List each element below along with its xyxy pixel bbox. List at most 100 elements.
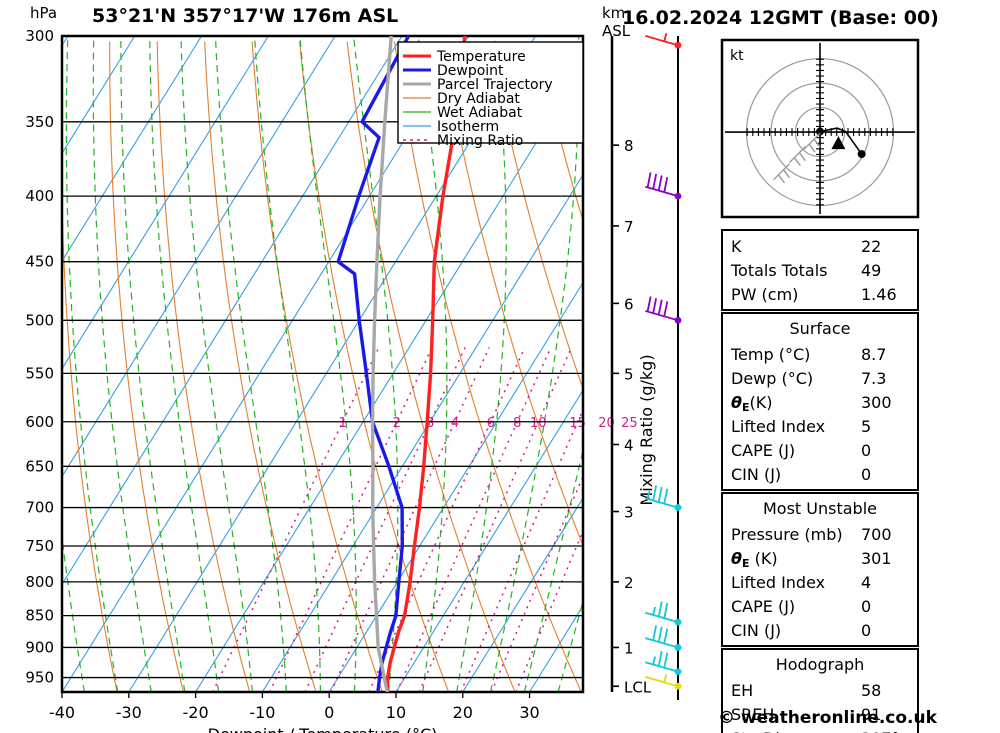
pressure-tick-label: 550	[25, 364, 54, 382]
mixing-ratio-label: 3	[426, 416, 434, 431]
isotherm-line	[128, 36, 536, 692]
wet-adiabat-line	[180, 36, 253, 692]
pressure-tick-label: 400	[25, 187, 54, 205]
dry-adiabat-line	[488, 41, 583, 390]
isotherm-line	[462, 497, 583, 692]
hodograph-wind-barb	[788, 146, 806, 167]
datetime-header: 16.02.2024 12GMT (Base: 00)	[622, 7, 939, 29]
isotherm-line	[62, 36, 269, 370]
legend-label: Isotherm	[437, 119, 499, 135]
panel-row-label: Totals Totals	[730, 261, 828, 280]
series-parcel-trajectory	[370, 36, 393, 692]
hodograph-point	[816, 127, 824, 136]
wet-adiabat-line	[299, 36, 357, 692]
panel-indices	[721, 229, 919, 311]
panel-row-value: 8.7	[861, 345, 886, 364]
legend-label: Temperature	[436, 49, 526, 65]
mixing-ratio-label: 2	[393, 416, 401, 431]
page-title: 53°21'N 357°17'W 176m ASL	[92, 5, 398, 27]
panel-title: Most Unstable	[763, 499, 877, 518]
series-dewpoint	[336, 36, 411, 692]
pressure-tick-label: 900	[25, 638, 54, 656]
panel-row-label: CAPE (J)	[731, 441, 795, 460]
height-tick-label: 2	[624, 574, 634, 592]
height-unit-label: km	[602, 4, 625, 22]
height-tick-label: LCL	[624, 678, 652, 696]
dry-adiabat-line	[156, 41, 251, 692]
mixing-ratio-line	[490, 474, 583, 692]
height-unit-label2: ASL	[602, 22, 631, 40]
legend-label: Mixing Ratio	[437, 133, 523, 149]
isotherm-line	[62, 36, 336, 478]
panel-title: Surface	[790, 319, 851, 338]
mixing-ratio-label: 10	[530, 416, 547, 431]
mixing-ratio-label: 4	[451, 416, 459, 431]
panel-row-label: Dewp (°C)	[731, 369, 813, 388]
mixing-ratio-label: 8	[513, 416, 521, 431]
height-tick-label: 1	[624, 639, 634, 657]
height-tick-label: 4	[624, 437, 634, 455]
pressure-tick-label: 750	[25, 537, 54, 555]
hodograph-point	[857, 150, 866, 159]
panel-row-label: Lifted Index	[731, 417, 825, 436]
temperature-tick-label: 30	[519, 703, 539, 722]
panel-row-value: 307°	[861, 729, 900, 733]
panel-hodograph-stats	[721, 648, 919, 733]
pressure-unit-label: hPa	[30, 4, 57, 22]
wet-adiabat-line	[490, 36, 580, 692]
panel-row-label: θE (K)	[731, 549, 778, 570]
legend-label: Dewpoint	[437, 63, 504, 79]
temperature-tick-label: 0	[324, 703, 334, 722]
temperature-tick-label: -10	[249, 703, 275, 722]
wet-adiabat-line	[353, 36, 399, 692]
panel-row-value: 300	[861, 393, 892, 412]
mixing-ratio-line	[269, 347, 433, 692]
isotherm-line	[62, 36, 203, 263]
hodograph-wind-barb	[772, 163, 791, 184]
legend-label: Wet Adiabat	[437, 105, 523, 121]
panel-row-value: 58	[861, 681, 881, 700]
wet-adiabat-line	[149, 36, 220, 692]
panel-row-label: Pressure (mb)	[731, 525, 843, 544]
wind-barb	[645, 601, 682, 626]
dry-adiabat-line	[441, 41, 583, 547]
series-temperature	[385, 36, 467, 692]
wind-barb	[645, 674, 682, 690]
dry-adiabat-line	[346, 41, 516, 692]
hodograph-wind-barb	[803, 132, 821, 153]
isotherm-line	[395, 389, 583, 692]
isotherm-line	[62, 36, 470, 692]
panel-row-label: θE(K)	[731, 393, 773, 414]
panel-row-label: EH	[731, 681, 753, 700]
pressure-tick-label: 850	[25, 607, 54, 625]
panel-row-value: 301	[861, 549, 892, 568]
mixing-ratio-label: 6	[487, 416, 495, 431]
dry-adiabat-line	[251, 41, 383, 692]
pressure-tick-label: 350	[25, 113, 54, 131]
panel-most-unstable	[721, 492, 919, 647]
height-tick-label: 3	[624, 504, 634, 522]
pressure-tick-label: 650	[25, 457, 54, 475]
temperature-tick-label: -30	[116, 703, 142, 722]
wet-adiabat-line	[456, 36, 507, 692]
height-tick-label: 7	[624, 218, 634, 236]
panel-row-label: Lifted Index	[731, 573, 825, 592]
panel-surface	[721, 312, 919, 491]
pressure-tick-label: 700	[25, 499, 54, 517]
temperature-tick-label: 20	[453, 703, 473, 722]
wind-barb	[645, 172, 682, 200]
mixing-ratio-label: 25	[621, 416, 638, 431]
panel-row-value: 1.46	[861, 285, 897, 304]
wet-adiabat-line	[253, 36, 321, 692]
x-axis-label: Dewpoint / Temperature (°C)	[208, 725, 438, 733]
wind-barb	[645, 625, 682, 651]
panel-row-label: CIN (J)	[731, 465, 781, 484]
isotherm-line	[62, 36, 403, 586]
wet-adiabat-line	[92, 36, 152, 692]
dry-adiabat-line	[964, 42, 1000, 693]
legend-label: Dry Adiabat	[437, 91, 520, 107]
plot-frame	[60, 34, 585, 694]
panel-row-value: 49	[861, 261, 881, 280]
panel-row-value: 700	[861, 525, 892, 544]
